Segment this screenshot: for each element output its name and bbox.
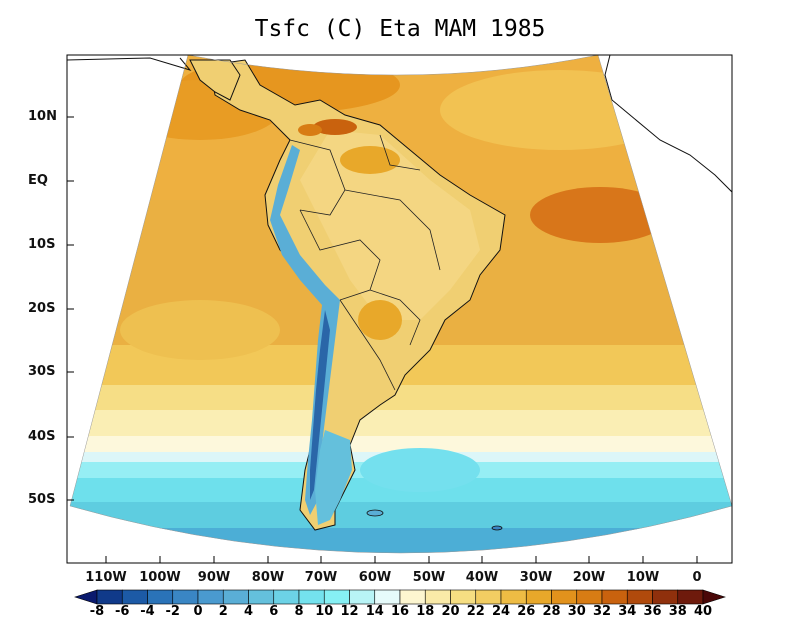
colorbar-swatch — [525, 589, 552, 605]
colorbar-tick-label: -2 — [165, 604, 180, 619]
lat-label-30s: 30S — [28, 364, 56, 379]
lon-label-20w: 20W — [572, 570, 606, 585]
lon-label-70w: 70W — [304, 570, 338, 585]
country-borders — [289, 134, 441, 391]
colorbar-swatch — [222, 589, 249, 605]
falkland-islands — [366, 509, 384, 517]
mexico-outline — [67, 57, 192, 71]
colorbar-tick-label: 2 — [218, 604, 228, 619]
cool-patch-pacific-east — [120, 300, 280, 360]
land-hot-central — [340, 146, 400, 174]
africa-outline — [604, 55, 732, 193]
patagonia-cool — [315, 430, 352, 525]
colorbar-swatch — [576, 589, 603, 605]
south-georgia — [491, 525, 503, 531]
land-hot-caribbean-coast — [298, 124, 322, 136]
colorbar-tick-label: 36 — [643, 604, 662, 619]
colorbar-tick-label: 4 — [243, 604, 254, 619]
colorbar-swatch — [197, 589, 224, 605]
colorbar-swatches — [74, 589, 726, 605]
colorbar-tick-label: 40 — [693, 604, 713, 619]
lon-label-80w: 80W — [251, 570, 285, 585]
central-america-land — [189, 59, 241, 101]
lon-label-10w: 10W — [626, 570, 660, 585]
lon-label-50w: 50W — [412, 570, 446, 585]
lon-label-30w: 30W — [519, 570, 553, 585]
colorbar-tick-label: 0 — [193, 604, 203, 619]
colorbar-tick-label: 20 — [441, 604, 460, 619]
band-cyan-deep — [70, 502, 732, 532]
colorbar-arrow-low — [74, 589, 98, 605]
colorbar-tick-label: 34 — [618, 604, 637, 619]
lon-ticks — [105, 556, 698, 563]
colorbar-arrow-high — [702, 589, 726, 605]
colorbar-swatch — [450, 589, 477, 605]
colorbar-tick-label: -4 — [140, 604, 155, 619]
lon-label-100w: 100W — [139, 570, 181, 585]
colorbar-swatch — [147, 589, 174, 605]
colorbar-swatch — [172, 589, 199, 605]
colorbar-tick-label: 30 — [567, 604, 586, 619]
colorbar-swatch — [677, 589, 704, 605]
colorbar-swatch — [399, 589, 426, 605]
colorbar-tick-label: 14 — [365, 604, 384, 619]
colorbar-swatch — [248, 589, 275, 605]
colorbar-tick-label: 16 — [390, 604, 410, 619]
colorbar-swatch — [500, 589, 527, 605]
andes-cold-ridge — [270, 145, 340, 515]
colorbar-tick-label: 6 — [269, 604, 279, 619]
colorbar-tick-label: 24 — [491, 604, 511, 619]
lat-label-40s: 40S — [28, 429, 56, 444]
colorbar-tick-label: 38 — [668, 604, 687, 619]
band-cream — [70, 436, 732, 454]
colorbar-swatch — [121, 589, 148, 605]
colorbar-tick-label: -8 — [89, 604, 105, 619]
colorbar-swatch — [374, 589, 401, 605]
colorbar-swatch — [601, 589, 628, 605]
colorbar-swatch — [298, 589, 325, 605]
colorbar-tick-label: 8 — [294, 604, 304, 619]
lon-label-0: 0 — [692, 570, 702, 585]
band-pale — [70, 410, 732, 440]
domain-boundary — [69, 55, 732, 554]
lat-label-50s: 50S — [28, 492, 56, 507]
lat-ticks — [67, 116, 74, 501]
land-hot-chaco — [358, 300, 402, 340]
colorbar-swatch — [273, 589, 300, 605]
andes-cold-core — [310, 310, 330, 500]
land-hot-venezuela — [313, 119, 357, 135]
colorbar-swatch — [652, 589, 679, 605]
colorbar-tick-label: 18 — [416, 604, 435, 619]
lat-label-10s: 10S — [28, 237, 56, 252]
lon-label-90w: 90W — [197, 570, 231, 585]
lat-label-eq: EQ — [28, 173, 48, 188]
lat-label-10n: 10N — [28, 109, 57, 124]
colorbar-swatch — [626, 589, 653, 605]
cool-tongue-falklands — [360, 448, 480, 492]
colorbar-tick-label: 32 — [592, 604, 612, 619]
lon-label-60w: 60W — [358, 570, 392, 585]
colorbar-tick-label: 10 — [315, 604, 334, 619]
lon-label-110w: 110W — [85, 570, 127, 585]
colorbar-tick-label: -6 — [115, 604, 130, 619]
colorbar-tick-label: 22 — [466, 604, 485, 619]
land-warm-interior — [300, 130, 480, 320]
lat-label-20s: 20S — [28, 301, 56, 316]
colorbar-tick-label: 28 — [542, 604, 561, 619]
colorbar-tick-label: 12 — [340, 604, 359, 619]
colorbar-swatch — [475, 589, 502, 605]
colorbar-swatch — [424, 589, 451, 605]
colorbar-swatch — [323, 589, 350, 605]
colorbar-swatch — [96, 589, 123, 605]
warm-patch-atlantic — [530, 187, 670, 243]
map-title: Tsfc (C) Eta MAM 1985 — [254, 16, 546, 42]
colorbar-swatch — [349, 589, 376, 605]
colorbar-tick-label: 26 — [517, 604, 536, 619]
lon-label-40w: 40W — [465, 570, 499, 585]
colorbar-swatch — [551, 589, 578, 605]
